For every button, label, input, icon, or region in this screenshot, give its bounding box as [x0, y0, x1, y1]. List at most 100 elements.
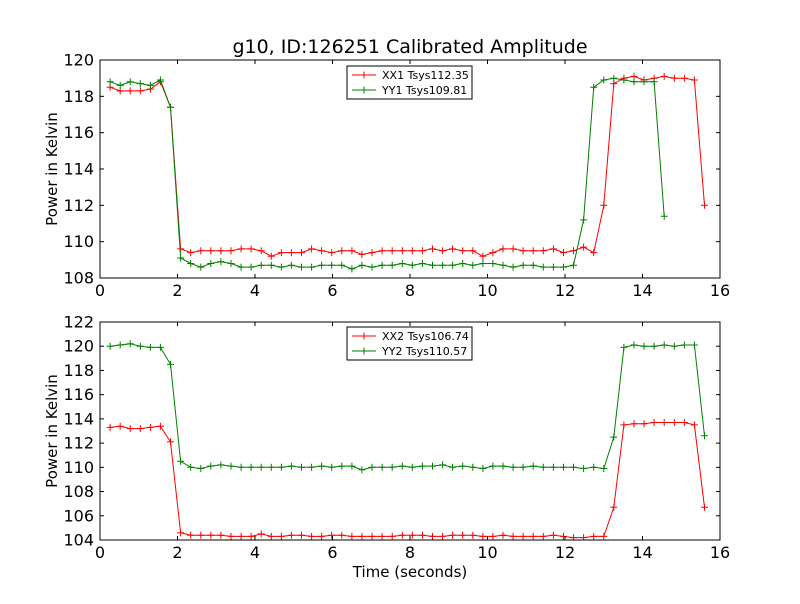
x-tick-label: 12 [555, 281, 575, 300]
data-point-marker [298, 263, 305, 271]
data-point-marker [106, 78, 114, 86]
data-point-marker [489, 260, 497, 267]
legend-marker [360, 332, 368, 340]
data-point-marker [600, 76, 608, 84]
data-point-marker [267, 252, 275, 260]
data-point-marker [368, 463, 376, 471]
y-tick-label: 116 [63, 385, 94, 404]
data-point-marker [257, 247, 265, 255]
data-point-marker [701, 503, 708, 511]
data-point-marker [600, 201, 608, 209]
data-point-marker [600, 532, 608, 540]
data-point-marker [136, 425, 144, 433]
data-point-marker [257, 261, 265, 269]
data-point-marker [126, 78, 134, 86]
data-point-marker [388, 247, 396, 255]
data-point-marker [469, 463, 477, 471]
data-point-marker [318, 532, 326, 540]
data-point-marker [549, 263, 557, 271]
legend-label: YY1 Tsys109.81 [381, 84, 467, 97]
legend-marker [360, 86, 368, 94]
data-point-marker [197, 531, 205, 539]
data-point-marker [690, 76, 698, 84]
data-point-marker [328, 261, 336, 269]
y-tick-label: 120 [63, 337, 94, 356]
x-tick-label: 10 [477, 281, 497, 300]
legend: XX1 Tsys112.35 YY1 Tsys109.81 [346, 65, 473, 100]
data-point-marker [358, 250, 366, 258]
data-point-marker [227, 260, 235, 267]
data-point-marker [640, 342, 648, 350]
data-point-marker [247, 532, 255, 540]
data-point-marker [529, 261, 537, 269]
data-point-marker [338, 462, 346, 470]
data-point-marker [630, 420, 638, 428]
data-point-marker [580, 216, 588, 224]
data-point-marker [197, 263, 205, 271]
data-point-marker [146, 81, 154, 89]
x-tick-label: 16 [710, 281, 730, 300]
x-tick-label: 8 [405, 543, 415, 562]
data-point-marker [197, 247, 205, 255]
data-point-marker [167, 360, 174, 368]
data-point-marker [146, 343, 154, 351]
data-point-marker [136, 80, 144, 88]
data-point-marker [580, 243, 588, 251]
data-point-marker [328, 463, 336, 471]
data-point-marker [348, 462, 356, 470]
data-point-marker [519, 463, 527, 471]
data-point-marker [207, 260, 215, 267]
data-point-marker [509, 463, 517, 471]
data-point-marker [358, 466, 366, 474]
data-point-marker [156, 76, 164, 84]
data-point-marker [237, 463, 245, 471]
data-point-marker [701, 201, 708, 209]
data-point-marker [237, 532, 245, 540]
data-point-marker [660, 419, 668, 426]
bottom-subplot: 0 2 4 6 8 10 12 14 16 104 106 108 110 112 114 116 118 120… [43, 313, 730, 582]
y-tick-label: 116 [63, 123, 94, 142]
data-point-marker [590, 532, 598, 540]
data-point-marker [650, 342, 658, 350]
data-point-marker [328, 531, 336, 539]
data-point-marker [116, 341, 124, 349]
data-point-marker [499, 261, 507, 269]
legend-box [346, 65, 473, 100]
data-point-marker [298, 531, 305, 539]
data-point-marker [660, 341, 668, 349]
data-point-marker [620, 421, 628, 429]
legend-box [346, 326, 473, 361]
x-tick-label: 6 [327, 543, 337, 562]
data-point-marker [418, 531, 426, 539]
y-tick-label: 112 [63, 196, 94, 215]
data-point-marker [368, 263, 376, 271]
data-point-marker [429, 462, 436, 470]
data-point-marker [690, 341, 698, 349]
y-axis-label: Power in Kelvin [43, 112, 61, 226]
data-point-marker [560, 463, 567, 471]
data-point-marker [277, 532, 285, 540]
data-point-marker [267, 261, 275, 269]
data-point-marker [549, 463, 557, 471]
data-point-marker [670, 419, 678, 426]
legend-label: XX2 Tsys106.74 [382, 330, 469, 343]
data-point-marker [499, 245, 507, 253]
data-point-marker [126, 87, 134, 95]
data-point-marker [348, 247, 356, 255]
data-point-marker [610, 503, 618, 511]
data-point-marker [277, 463, 285, 471]
data-point-marker [690, 421, 698, 429]
data-point-marker [156, 343, 164, 351]
data-point-marker [509, 263, 517, 271]
data-point-marker [640, 420, 648, 428]
data-point-marker [328, 249, 336, 257]
data-point-marker [680, 419, 688, 426]
data-point-marker [499, 462, 507, 470]
data-point-marker [187, 463, 195, 471]
data-point-marker [398, 531, 406, 539]
data-point-marker [650, 419, 658, 426]
data-point-marker [167, 438, 174, 446]
data-point-marker [298, 463, 305, 471]
y-axis-label: Power in Kelvin [43, 374, 61, 488]
